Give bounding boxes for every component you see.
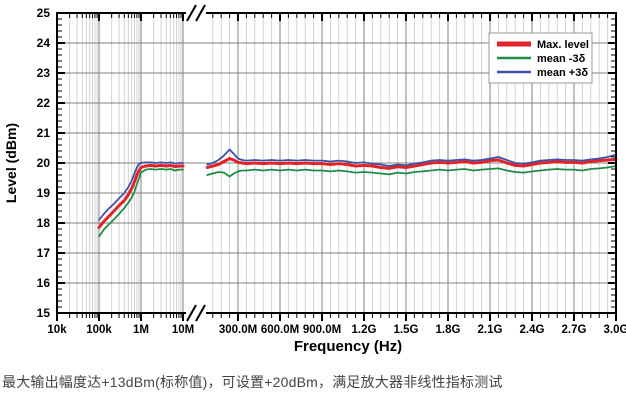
svg-text:1.8G: 1.8G xyxy=(436,324,461,336)
svg-text:20: 20 xyxy=(37,156,51,170)
svg-text:21: 21 xyxy=(37,126,51,140)
axis-break-marks xyxy=(186,4,206,322)
svg-text:2.7G: 2.7G xyxy=(562,324,587,336)
svg-text:22: 22 xyxy=(37,96,51,110)
chart-caption: 最大输出幅度达+13dBm(标称值)，可设置+20dBm，满足放大器非线性指标测… xyxy=(2,374,503,390)
legend-label: mean -3δ xyxy=(537,53,586,65)
series-mean-3-linear xyxy=(206,165,617,178)
svg-text:17: 17 xyxy=(37,246,51,260)
legend-box xyxy=(488,32,593,84)
series-mean-3-log xyxy=(98,161,184,221)
svg-text:18: 18 xyxy=(37,216,51,230)
legend-item-2: mean +3δ xyxy=(497,67,588,79)
svg-text:1.2G: 1.2G xyxy=(352,324,377,336)
svg-text:300.0M: 300.0M xyxy=(219,324,257,336)
x-axis-title: Frequency (Hz) xyxy=(294,338,402,355)
tick-marks xyxy=(56,12,617,321)
y-axis-title: Level (dBm) xyxy=(3,123,19,203)
svg-text:3.0G: 3.0G xyxy=(604,324,626,336)
svg-text:15: 15 xyxy=(37,306,51,320)
level-vs-frequency-chart: 15 16 17 18 19 20 21 22 23 24 25 10k 100k 1M 10M 300.0M… xyxy=(3,4,626,355)
legend-label: mean +3δ xyxy=(537,67,588,79)
svg-text:10k: 10k xyxy=(47,324,67,336)
svg-text:23: 23 xyxy=(37,66,51,80)
series-max-level-log xyxy=(97,163,185,229)
svg-text:900.0M: 900.0M xyxy=(303,324,341,336)
svg-text:19: 19 xyxy=(37,186,51,200)
legend: Max. level mean -3δ mean +3δ xyxy=(488,32,593,84)
axis-titles: Frequency (Hz) Level (dBm) xyxy=(3,123,402,355)
svg-text:25: 25 xyxy=(37,6,51,20)
svg-text:2.1G: 2.1G xyxy=(478,324,503,336)
svg-text:1.5G: 1.5G xyxy=(394,324,419,336)
svg-text:2.4G: 2.4G xyxy=(520,324,545,336)
svg-text:10M: 10M xyxy=(172,324,194,336)
axis-tick-labels: 15 16 17 18 19 20 21 22 23 24 25 10k 100k 1M 10M 300.0M… xyxy=(37,6,626,336)
legend-item-1: mean -3δ xyxy=(497,53,586,65)
data-series xyxy=(97,148,618,238)
svg-text:600.0M: 600.0M xyxy=(261,324,299,336)
svg-text:100k: 100k xyxy=(86,324,112,336)
legend-label: Max. level xyxy=(537,39,589,51)
series-mean-3-linear xyxy=(206,148,617,167)
legend-item-0: Max. level xyxy=(497,39,589,51)
series-mean-3-log xyxy=(98,168,184,238)
svg-text:16: 16 xyxy=(37,276,51,290)
series-max-level-linear xyxy=(205,157,618,170)
svg-text:24: 24 xyxy=(37,36,51,50)
svg-text:1M: 1M xyxy=(133,324,149,336)
